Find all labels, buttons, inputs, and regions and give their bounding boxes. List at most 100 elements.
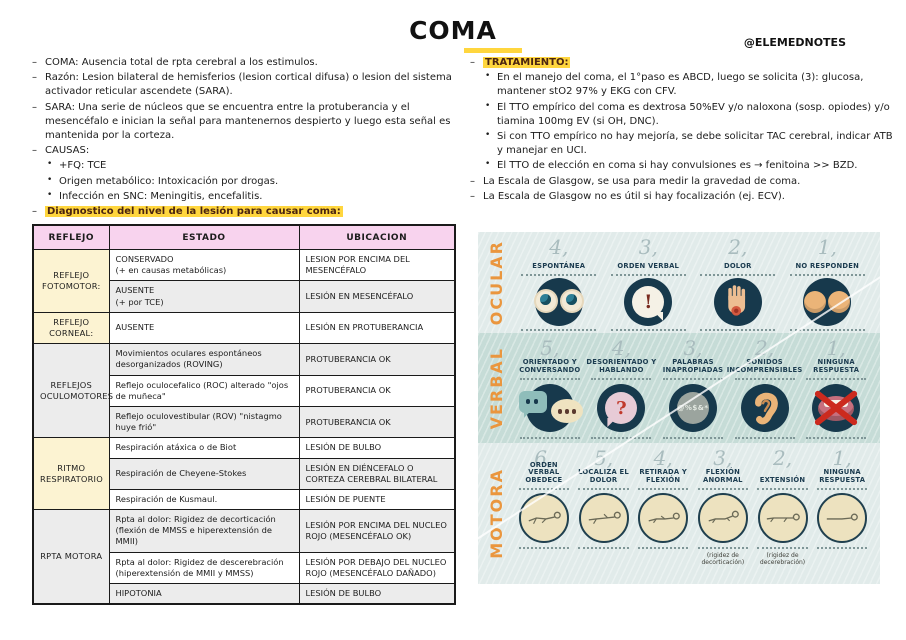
item-label: SONIDOS INCOMPRENSIBLES [726,358,803,375]
ubicacion-cell: LESIÓN DE BULBO [298,437,456,459]
score-number: 3 [683,336,702,360]
header-reflejo: REFLEJO [32,224,110,251]
header-estado: ESTADO [108,224,300,251]
ubicacion-cell: PROTUBERANCIA OK [298,343,456,376]
table-row: REFLEJOS OCULOMOTORES Movimientos ocular… [32,343,456,439]
ubicacion-cell: LESIÓN POR DEBAJO DEL NUCLEO ROJO (MESEN… [298,551,456,585]
item-label: NINGUNA RESPUESTA [813,358,860,375]
note-item: SARA: Una serie de núcleos que se encuen… [32,101,464,144]
table-row: RITMO RESPIRATORIO Respiración atáxica o… [32,437,456,511]
score-number: 2 [755,336,774,360]
dotted-divider [518,488,569,490]
treatment-item: El TTO empírico del coma es dextrosa 50%… [470,100,896,129]
title-highlight-underline [464,48,522,53]
glasgow-item-ocular-2: 2 DOLOR [693,235,783,333]
lying-person-icon [693,492,753,544]
estado-cell: AUSENTE [108,311,300,345]
reflejo-cell: REFLEJOS OCULOMOTORES [32,343,113,439]
item-note: (rigidez de decerebración) [759,552,806,567]
estado-cell: Rpta al dolor: Rigidez de descerebración… [108,551,300,585]
glasgow-note: La Escala de Glasgow no es útil si hay f… [470,190,896,204]
reflejo-cell: RITMO RESPIRATORIO [32,437,110,511]
treatment-item: El TTO de elección en coma si hay convul… [470,158,896,173]
dotted-divider [734,437,795,439]
section-verbal-label: VERBAL [486,346,506,430]
estado-cell: Reflejo oculovestibular (ROV) "nistagmo … [108,405,300,439]
glasgow-item-ocular-4: 4 ESPONTÁNEA [514,235,604,333]
ubicacion-cell: PROTUBERANCIA OK [298,405,456,439]
score-number: 5 [594,446,613,470]
dotted-divider [638,488,689,490]
dotted-divider [697,547,748,549]
score-number: 1 [833,446,852,470]
item-label: PALABRAS INAPROPIADAS [662,358,724,375]
ear-icon [729,382,801,434]
cause-item: +FQ: TCE [32,158,464,173]
eyes-open-icon [514,278,604,326]
dotted-divider [757,488,808,490]
estado-cell: Reflejo oculocefalico (ROC) alterado "oj… [108,374,300,407]
dotted-divider [610,329,686,331]
table-row: REFLEJO CORNEAL: AUSENTE LESIÓN EN PROTU… [32,311,456,345]
glasgow-item-verbal-5: 5 ORIENTADO Y CONVERSANDO [514,336,586,443]
item-label: ORIENTADO Y CONVERSANDO [519,358,581,375]
dotted-divider [521,329,597,331]
score-number: 3 [713,446,732,470]
mouth-crossed-icon [800,382,872,434]
lying-person-icon [633,492,693,544]
lying-person-icon [812,492,872,544]
ubicacion-cell: LESIÓN EN DIÉNCEFALO O CORTEZA CEREBRAL … [298,457,456,490]
dotted-divider [662,378,724,380]
treatment-item: Si con TTO empírico no hay mejoría, se d… [470,129,896,158]
glasgow-item-motora-6: 6 ORDEN VERBAL OBEDECE [514,446,574,584]
speech-question-icon [586,382,658,434]
note-item: COMA: Ausencia total de rpta cerebral a … [32,56,464,70]
left-column: COMA: Ausencia total de rpta cerebral a … [32,56,464,606]
score-number: 3 [639,235,658,259]
dotted-divider [697,488,748,490]
score-number: 2 [773,446,792,470]
ubicacion-cell: LESIÓN DE PUENTE [298,488,456,511]
table-row: HIPOTONIA LESIÓN DE BULBO [33,583,456,605]
glasgow-item-ocular-3: 3 ORDEN VERBAL [604,235,694,333]
table-row: Reflejo oculovestibular (ROV) "nistagmo … [33,405,456,439]
dotted-divider [789,329,865,331]
dotted-divider [591,378,652,380]
item-label: ORDEN VERBAL [617,262,680,271]
ubicacion-cell: LESIÓN POR ENCIMA DEL NUCLEO ROJO (MESEN… [298,509,456,553]
item-label: RETIRADA Y FLEXIÓN [639,468,688,485]
table-row: Respiración de Cheyene-Stokes LESIÓN EN … [33,457,456,490]
table-row: RPTA MOTORA Rpta al dolor: Rigidez de de… [32,509,456,605]
table-row: AUSENTE (+ por TCE) LESIÓN EN MESENCÉFAL… [33,280,456,313]
eyes-closed-icon [783,278,873,326]
reflejo-cell: REFLEJO CORNEAL: [32,311,110,345]
dotted-divider [700,274,776,276]
glasgow-item-verbal-3: 3 PALABRAS INAPROPIADAS @%$&* [657,336,729,443]
estado-cell: AUSENTE (+ por TCE) [108,280,300,313]
score-number: 4 [549,235,568,259]
score-number: 1 [827,336,846,360]
hand-pain-icon [693,278,783,326]
cause-item: Origen metabólico: Intoxicación por drog… [32,173,464,189]
glasgow-item-ocular-1: 1 NO RESPONDEN [783,235,873,333]
reflejo-cell: RPTA MOTORA [32,509,110,605]
ubicacion-cell: LESION POR ENCIMA DEL MESENCÉFALO [298,249,456,282]
ubicacion-cell: LESIÓN EN PROTUBERANCIA [298,311,456,345]
lying-person-icon [753,492,813,544]
item-note: (rigidez de decorticación) [701,552,745,567]
diagnosis-heading: Diagnostico del nivel de la lesión para … [32,205,464,219]
dotted-divider [817,488,868,490]
item-label: NINGUNA RESPUESTA [819,468,866,485]
speech-garbled-icon: @%$&* [657,382,729,434]
glasgow-item-motora-2: 2 EXTENSIÓN (rigidez de decerebración) [753,446,813,584]
lying-person-icon [574,492,634,544]
estado-cell: Respiración atáxica o de Biot [108,437,300,459]
table-row: Rpta al dolor: Rigidez de descerebración… [33,551,456,585]
treatment-heading: TRATAMIENTO: [470,56,896,70]
estado-cell: Respiración de Kusmaul. [108,488,300,511]
item-label: ORDEN VERBAL OBEDECE [525,460,563,485]
section-ocular: OCULAR 4 ESPONTÁNEA 3 ORDEN VERBAL [478,232,880,333]
glasgow-item-motora-3: 3 FLEXIÓN ANORMAL (rigidez de decorticac… [693,446,753,584]
item-label: DOLOR [723,262,752,271]
treatment-notes: TRATAMIENTO: En el manejo del coma, el 1… [470,56,896,204]
